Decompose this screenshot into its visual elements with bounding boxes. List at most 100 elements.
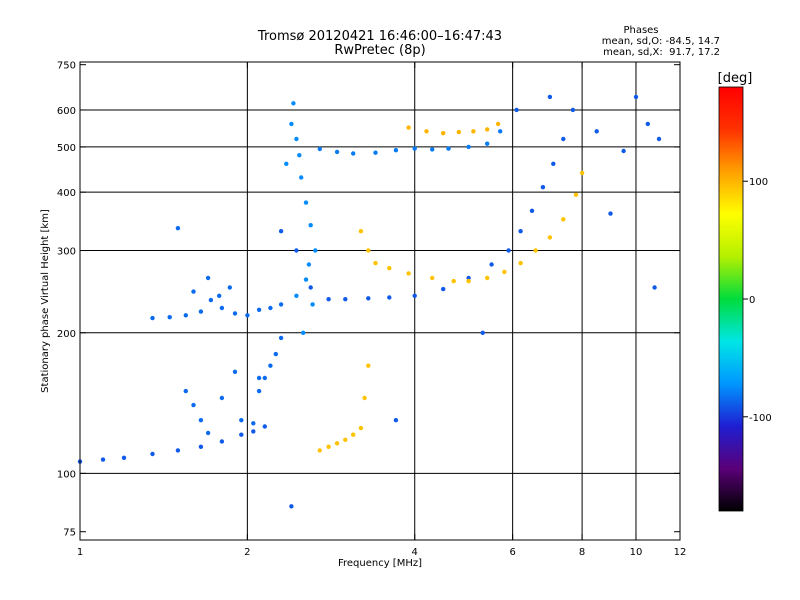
data-point bbox=[239, 418, 244, 423]
y-tick-label: 200 bbox=[57, 329, 76, 340]
data-point bbox=[351, 151, 356, 156]
data-point bbox=[579, 170, 585, 176]
data-point bbox=[198, 444, 204, 449]
data-point bbox=[645, 121, 650, 127]
series-group bbox=[175, 226, 284, 436]
data-point bbox=[273, 351, 278, 357]
colorbar-ticks: 100 0 -100 bbox=[743, 177, 772, 424]
data-point bbox=[533, 248, 538, 253]
data-point bbox=[175, 226, 181, 231]
data-point bbox=[219, 305, 225, 311]
data-point bbox=[227, 285, 232, 290]
data-point bbox=[412, 293, 417, 298]
data-point bbox=[406, 271, 411, 276]
data-point bbox=[362, 395, 367, 401]
data-point bbox=[256, 375, 262, 381]
data-point bbox=[150, 451, 155, 457]
data-point bbox=[121, 455, 127, 460]
data-point bbox=[299, 175, 304, 180]
data-points bbox=[77, 94, 662, 509]
data-point bbox=[278, 335, 284, 341]
x-axis-ticks: 1 2 4 6 8 10 12 bbox=[77, 62, 686, 558]
data-point bbox=[529, 208, 535, 213]
data-point bbox=[547, 235, 553, 240]
data-point bbox=[485, 275, 490, 281]
y-tick-label: 750 bbox=[57, 61, 76, 72]
series-group bbox=[278, 94, 662, 509]
data-point bbox=[262, 375, 267, 381]
data-point bbox=[594, 129, 599, 134]
data-point bbox=[412, 146, 417, 151]
data-point bbox=[326, 444, 331, 449]
colorbar-tick-label: 100 bbox=[749, 177, 768, 188]
colorbar-tick-label: -100 bbox=[749, 413, 772, 424]
data-point bbox=[518, 260, 523, 266]
data-point bbox=[621, 148, 626, 154]
data-point bbox=[608, 211, 613, 216]
data-point bbox=[480, 330, 485, 335]
data-point bbox=[334, 149, 340, 155]
x-tick-label: 8 bbox=[579, 547, 585, 558]
data-point bbox=[150, 315, 155, 321]
data-point bbox=[466, 275, 471, 281]
data-point bbox=[451, 278, 456, 284]
y-tick-label: 100 bbox=[57, 469, 76, 480]
data-point bbox=[205, 275, 211, 281]
series-group bbox=[406, 121, 501, 136]
series-group bbox=[358, 170, 585, 284]
data-point bbox=[498, 129, 503, 134]
y-tick-label: 300 bbox=[57, 247, 76, 258]
data-point bbox=[310, 302, 315, 307]
data-point bbox=[251, 421, 256, 426]
y-tick-label: 600 bbox=[57, 106, 76, 117]
data-point bbox=[393, 148, 399, 153]
data-point bbox=[406, 125, 411, 130]
data-point bbox=[303, 200, 309, 205]
data-point bbox=[573, 192, 579, 197]
data-point bbox=[205, 430, 211, 436]
data-point bbox=[570, 107, 576, 113]
phase-annotation-heading: Phases bbox=[623, 25, 658, 36]
series-group bbox=[77, 424, 267, 464]
data-point bbox=[430, 147, 435, 152]
data-point bbox=[308, 285, 313, 290]
data-point bbox=[167, 315, 172, 320]
data-point bbox=[393, 418, 399, 423]
data-point bbox=[191, 402, 196, 408]
data-point bbox=[343, 297, 348, 302]
phase-annotation-o: mean, sd,O: -84.5, 14.7 bbox=[602, 36, 720, 47]
data-point bbox=[343, 437, 348, 442]
data-point bbox=[561, 136, 566, 142]
data-point bbox=[387, 295, 392, 300]
data-point bbox=[306, 262, 312, 267]
colorbar-label: [deg] bbox=[718, 71, 753, 86]
data-point bbox=[633, 94, 639, 100]
data-point bbox=[284, 161, 289, 166]
data-point bbox=[301, 330, 306, 335]
x-tick-label: 10 bbox=[630, 547, 643, 558]
data-point bbox=[289, 121, 294, 127]
x-tick-label: 4 bbox=[412, 547, 418, 558]
data-point bbox=[466, 278, 471, 284]
y-tick-label: 400 bbox=[57, 188, 76, 199]
data-point bbox=[358, 229, 364, 234]
data-point bbox=[471, 129, 476, 134]
data-point bbox=[294, 293, 299, 298]
data-point bbox=[232, 311, 238, 316]
phase-annotation-x: mean, sd,X: 91.7, 17.2 bbox=[603, 47, 720, 58]
data-point bbox=[489, 262, 494, 267]
data-point bbox=[317, 448, 322, 453]
x-tick-label: 1 bbox=[77, 547, 83, 558]
data-point bbox=[303, 277, 309, 282]
data-point bbox=[278, 229, 284, 234]
series-group bbox=[284, 101, 318, 335]
x-tick-label: 6 bbox=[509, 547, 515, 558]
data-point bbox=[239, 432, 244, 437]
series-group bbox=[317, 129, 503, 156]
data-point bbox=[514, 107, 519, 113]
chart-subtitle: RwPretec (8p) bbox=[334, 43, 425, 58]
y-axis-ticks: 75 100 200 300 400 500 600 750 bbox=[57, 61, 680, 539]
data-point bbox=[387, 266, 392, 271]
chart-title: Tromsø 20120421 16:46:00–16:47:43 bbox=[257, 29, 502, 44]
